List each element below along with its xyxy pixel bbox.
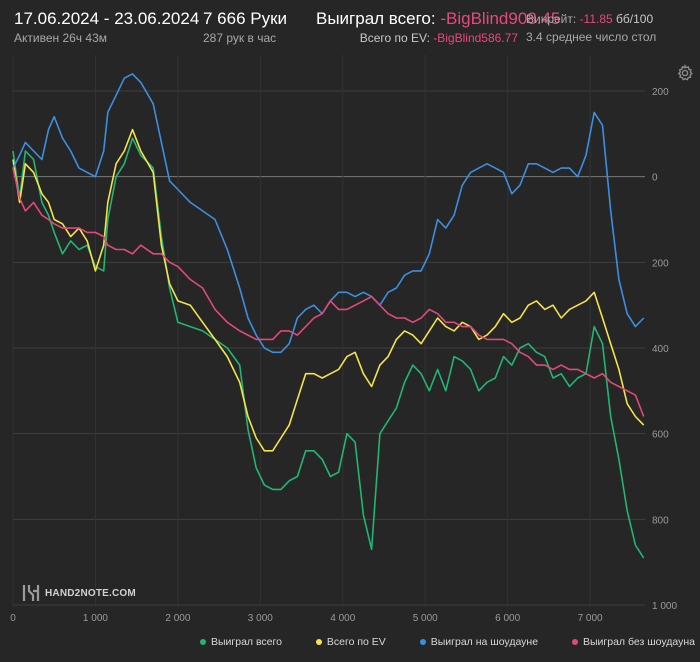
y-tick-label: 800	[652, 515, 669, 526]
x-tick-label: 1 000	[83, 613, 108, 624]
legend-dot	[200, 639, 206, 645]
legend-item-0[interactable]: Выиграл всего	[200, 636, 282, 648]
x-tick-label: 5 000	[413, 613, 438, 624]
ev-total-label: Всего по EV:	[359, 31, 430, 45]
y-tick-label: 1 000	[652, 601, 677, 612]
legend-dot	[315, 639, 322, 645]
hands-count: 7 666 Руки	[203, 9, 288, 28]
chart-lines	[12, 73, 645, 559]
y-tick-label: 200	[652, 258, 669, 269]
legend-item-3[interactable]: Выиграл без шоудауна	[572, 636, 695, 648]
winrate: Винрейт: -11.85 бб/100	[526, 12, 653, 26]
legend-dot	[419, 639, 426, 645]
h2n-logo-icon	[22, 585, 40, 601]
winrate-unit: бб/100	[616, 12, 654, 26]
y-axis: 200 0 200 400 600 800 1 000	[652, 87, 677, 612]
chart-plot-area	[13, 55, 645, 607]
x-tick-label: 3 000	[248, 613, 273, 624]
series-line-2	[12, 73, 645, 354]
chart-grid	[12, 55, 645, 607]
x-tick-label: 7 000	[578, 613, 603, 624]
hands-per-hour: 287 рук в час	[203, 31, 277, 45]
legend-label: Выиграл всего	[211, 636, 282, 648]
y-tick-label: 400	[652, 344, 669, 355]
won-total-value: -BigBlind908.45	[440, 9, 561, 28]
gear-icon	[677, 64, 693, 81]
x-tick-label: 6 000	[495, 613, 520, 624]
tables-avg: 3.4 среднее число стол	[526, 30, 657, 44]
winrate-label: Винрейт:	[526, 12, 577, 26]
date-range: 17.06.2024 - 23.06.2024	[14, 9, 200, 28]
x-axis: 0 1 000 2 000 3 000 4 000 5 000 6 000 7 000	[10, 613, 603, 624]
settings-button[interactable]	[676, 64, 694, 82]
series-line-3	[12, 167, 645, 417]
series-line-0	[12, 137, 645, 559]
x-tick-label: 4 000	[330, 613, 355, 624]
won-total: Выиграл всего: -BigBlind908.45	[316, 9, 560, 29]
legend-label: Выиграл на шоудауне	[430, 636, 539, 648]
hand2note-logo: HAND2NOTE.COM	[22, 584, 136, 602]
y-tick-label: 200	[652, 87, 669, 98]
won-total-label: Выиграл всего:	[316, 9, 436, 28]
legend: Выиграл всего Всего по EV Выиграл на шоуда…	[200, 636, 695, 648]
legend-item-2[interactable]: Выиграл на шоудауне	[419, 636, 539, 648]
series-line-1	[12, 128, 645, 452]
logo-text: HAND2NOTE.COM	[45, 587, 136, 599]
winrate-value: -11.85	[579, 12, 613, 26]
ev-total: Всего по EV: -BigBlind586.77	[360, 31, 518, 45]
x-tick-label: 0	[10, 613, 16, 624]
legend-dot	[572, 639, 578, 645]
y-tick-label: 600	[652, 430, 669, 441]
y-tick-label: 0	[652, 173, 658, 184]
ev-total-value: -BigBlind586.77	[433, 31, 518, 45]
legend-item-1[interactable]: Всего по EV	[315, 636, 386, 648]
x-tick-label: 2 000	[165, 613, 190, 624]
active-time: Активен 26ч 43м	[14, 31, 107, 45]
legend-label: Выиграл без шоудауна	[583, 636, 695, 648]
legend-label: Всего по EV	[326, 636, 386, 648]
